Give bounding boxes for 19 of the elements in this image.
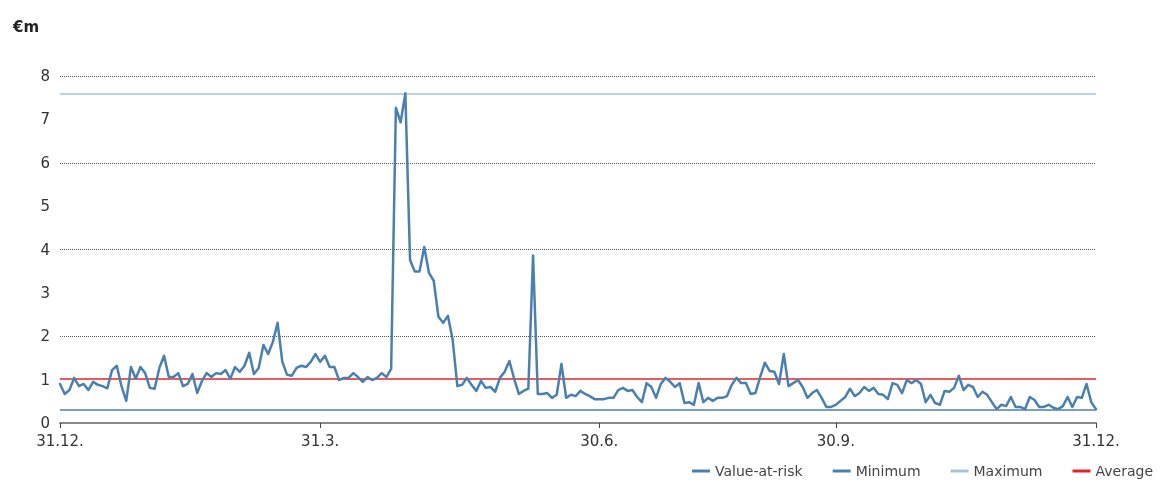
y-tick-label: 7 [40,110,50,129]
x-tick-label: 30.6. [580,431,619,450]
x-tick-label: 30.9. [816,431,855,450]
y-axis-title: €m [12,17,40,36]
legend-label: Maximum [973,463,1043,479]
legend-label: Value-at-risk [714,463,804,479]
x-tick-label: 31.12. [36,431,84,450]
y-tick-label: 5 [40,197,50,216]
x-tick-label: 31.3. [301,431,340,450]
y-tick-label: 0 [40,414,50,432]
x-tick-label: 31.12. [1072,431,1120,450]
legend-label: Minimum [855,463,921,479]
y-tick-label: 2 [40,327,50,346]
y-tick-label: 4 [40,240,50,259]
legend-label: Average [1095,463,1154,479]
y-tick-label: 1 [40,370,50,389]
y-tick-label: 8 [40,67,50,85]
y-tick-label: 6 [40,153,50,172]
y-tick-label: 3 [40,283,50,302]
